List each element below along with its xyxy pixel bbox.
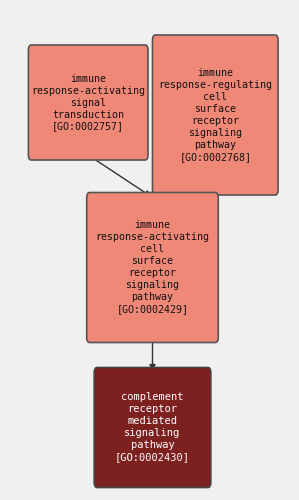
Text: complement
receptor
mediated
signaling
pathway
[GO:0002430]: complement receptor mediated signaling p…	[115, 392, 190, 462]
Text: immune
response-regulating
cell
surface
receptor
signaling
pathway
[GO:0002768]: immune response-regulating cell surface …	[158, 68, 272, 162]
Text: immune
response-activating
signal
transduction
[GO:0002757]: immune response-activating signal transd…	[31, 74, 145, 132]
FancyBboxPatch shape	[28, 45, 148, 160]
FancyBboxPatch shape	[87, 192, 218, 342]
FancyBboxPatch shape	[152, 35, 278, 195]
Text: immune
response-activating
cell
surface
receptor
signaling
pathway
[GO:0002429]: immune response-activating cell surface …	[95, 220, 210, 314]
FancyBboxPatch shape	[94, 368, 211, 488]
